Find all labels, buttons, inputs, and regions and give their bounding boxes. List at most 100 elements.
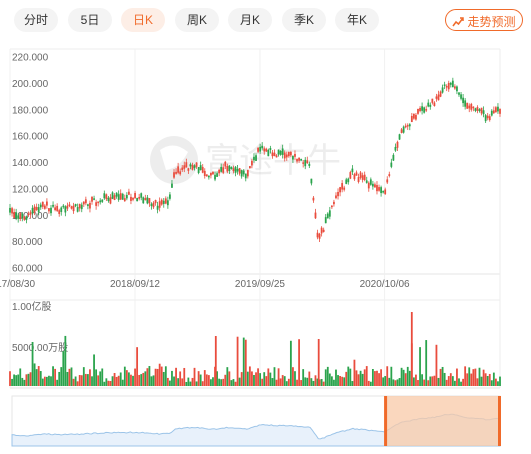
candle-body — [435, 96, 438, 99]
candle-body — [388, 174, 391, 176]
candle-body — [335, 195, 337, 199]
volume-bar — [35, 369, 38, 386]
tab-5-day[interactable]: 5日 — [68, 8, 112, 32]
candle-body — [451, 80, 454, 88]
candle-body — [324, 217, 327, 224]
volume-bar — [207, 375, 210, 386]
volume-bar — [470, 373, 473, 386]
candle-body — [251, 160, 253, 166]
volume-bar — [138, 374, 141, 386]
candle-body — [458, 92, 460, 95]
volume-bar — [37, 366, 40, 386]
volume-bar — [232, 379, 235, 386]
candle-body — [121, 193, 124, 200]
volume-bar — [394, 380, 397, 386]
tab-daily-k[interactable]: 日K — [121, 8, 165, 32]
candle-body — [171, 183, 173, 188]
candle-body — [33, 206, 36, 213]
candle-body — [119, 193, 122, 200]
tab-monthly-k[interactable]: 月K — [228, 8, 272, 32]
candle-body — [277, 149, 280, 155]
candle-body — [144, 198, 147, 201]
volume-bar — [46, 376, 48, 386]
candle-body — [361, 175, 364, 180]
volume-bar — [490, 380, 493, 386]
trend-chart-icon — [452, 17, 465, 27]
candle-body — [371, 183, 374, 187]
candle-body — [302, 162, 305, 164]
candle-body — [46, 201, 48, 206]
volume-bar — [441, 366, 444, 386]
volume-bar — [337, 375, 339, 386]
volume-bar — [25, 374, 28, 386]
trend-forecast-button[interactable]: 走势预测 — [445, 9, 523, 31]
candle-body — [380, 187, 382, 194]
candle-body — [80, 204, 83, 210]
candle-body — [347, 178, 350, 183]
tab-intraday[interactable]: 分时 — [14, 8, 58, 32]
candle-body — [326, 213, 329, 219]
volume-bar — [21, 377, 24, 386]
volume-bar — [152, 375, 155, 386]
candle-body — [306, 160, 309, 164]
candle-body — [492, 110, 495, 114]
range-navigator[interactable] — [11, 395, 501, 447]
candle-body — [230, 167, 233, 169]
volume-bar — [132, 375, 134, 386]
volume-bar — [48, 375, 50, 386]
volume-bar — [267, 368, 270, 386]
volume-bar — [447, 376, 450, 386]
volume-bar — [183, 367, 186, 386]
volume-bar — [201, 381, 204, 386]
volume-bar — [289, 340, 292, 386]
candle-body — [283, 152, 286, 159]
candle-body — [330, 205, 333, 208]
navigator-selection[interactable] — [385, 396, 500, 446]
candle-body — [365, 180, 368, 183]
candle-body — [460, 94, 462, 99]
volume-bar — [419, 347, 421, 386]
candle-body — [464, 100, 467, 107]
volume-bar — [353, 359, 356, 386]
candle-body — [242, 170, 245, 175]
volume-bar — [433, 375, 436, 386]
volume-bar — [228, 371, 231, 386]
candle-body — [130, 196, 132, 201]
candle-body — [478, 109, 481, 112]
volume-bar — [218, 378, 221, 386]
volume-bar — [423, 379, 426, 386]
volume-bar — [107, 380, 110, 386]
candle-body — [146, 197, 149, 204]
volume-bar — [74, 376, 77, 386]
tab-yearly-k[interactable]: 年K — [335, 8, 379, 32]
candle-body — [41, 201, 44, 207]
volume-bar — [466, 373, 469, 386]
candle-body — [374, 184, 376, 188]
candle-body — [128, 191, 130, 195]
volume-bar — [404, 373, 407, 386]
candle-body — [48, 208, 50, 212]
navigator-handle-right[interactable] — [498, 396, 501, 446]
volume-bar — [136, 347, 139, 386]
volume-bar — [64, 335, 67, 386]
volume-bar — [93, 354, 95, 386]
candle-body — [296, 158, 298, 162]
navigator-handle-left[interactable] — [384, 396, 388, 446]
volume-bar — [333, 379, 335, 386]
tab-weekly-k[interactable]: 周K — [175, 8, 219, 32]
candle-body — [179, 171, 182, 175]
candle-body — [343, 187, 346, 190]
candle-body — [476, 107, 479, 111]
volume-bar — [244, 339, 247, 386]
volume-bar — [398, 378, 401, 386]
tab-quarterly-k[interactable]: 季K — [282, 8, 326, 32]
volume-bar — [317, 339, 320, 386]
volume-bar — [195, 381, 198, 386]
volume-bar — [230, 380, 233, 386]
candle-body — [456, 86, 458, 92]
candle-body — [226, 165, 229, 172]
volume-bar — [9, 371, 11, 386]
candle-body — [89, 202, 91, 209]
candle-body — [439, 91, 442, 97]
